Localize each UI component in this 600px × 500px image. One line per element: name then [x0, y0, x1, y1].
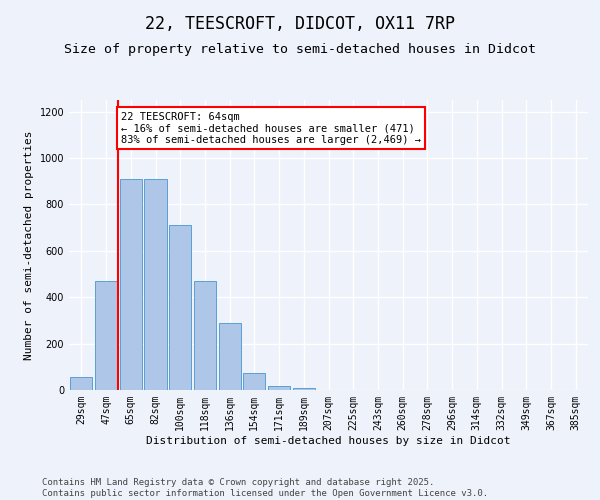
Bar [70, 377, 92, 390]
Bar [218, 322, 241, 390]
Bar [293, 388, 315, 390]
Bar [145, 179, 167, 390]
X-axis label: Distribution of semi-detached houses by size in Didcot: Distribution of semi-detached houses by … [146, 436, 511, 446]
Bar [194, 280, 216, 390]
Bar [95, 280, 117, 390]
Bar [169, 226, 191, 390]
Bar [243, 372, 265, 390]
Y-axis label: Number of semi-detached properties: Number of semi-detached properties [24, 130, 34, 360]
Text: 22 TEESCROFT: 64sqm
← 16% of semi-detached houses are smaller (471)
83% of semi-: 22 TEESCROFT: 64sqm ← 16% of semi-detach… [121, 112, 421, 145]
Text: Size of property relative to semi-detached houses in Didcot: Size of property relative to semi-detach… [64, 42, 536, 56]
Bar [119, 179, 142, 390]
Text: Contains HM Land Registry data © Crown copyright and database right 2025.
Contai: Contains HM Land Registry data © Crown c… [42, 478, 488, 498]
Bar [268, 386, 290, 390]
Text: 22, TEESCROFT, DIDCOT, OX11 7RP: 22, TEESCROFT, DIDCOT, OX11 7RP [145, 15, 455, 33]
